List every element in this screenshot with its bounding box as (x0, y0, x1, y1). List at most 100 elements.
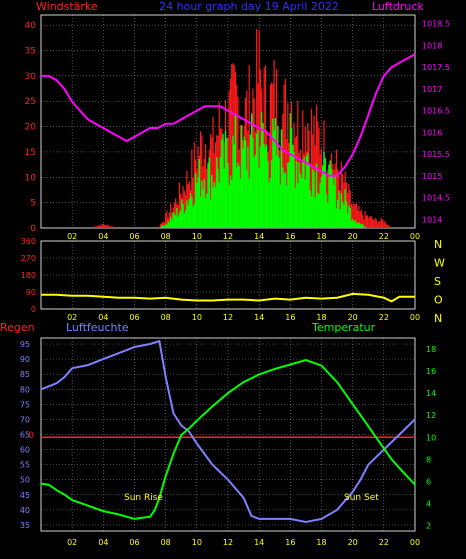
x-tick-label: 10 (192, 313, 202, 322)
humidity-tick-label: 40 (20, 506, 30, 515)
temperature-tick-label: 16 (426, 367, 436, 376)
x-tick-label: 02 (67, 232, 77, 241)
temperature-tick-label: 10 (426, 433, 436, 442)
x-tick-label: 00 (410, 538, 420, 547)
pressure-tick-label: 1014.5 (422, 194, 450, 203)
x-tick-label: 02 (67, 538, 77, 547)
x-tick-label: 18 (316, 538, 326, 547)
direction-tick-label: 0 (31, 305, 36, 314)
humidity-tick-label: 35 (20, 521, 30, 530)
direction-tick-label: 90 (26, 288, 36, 297)
direction-tick-label: 360 (21, 237, 36, 246)
humidity-tick-label: 45 (20, 491, 30, 500)
x-tick-label: 16 (285, 313, 295, 322)
pressure-series-line (41, 53, 416, 177)
humidity-tick-label: 70 (20, 415, 30, 424)
direction-line (41, 292, 415, 303)
humidity-tick-label: 60 (20, 446, 30, 455)
compass-label: N (434, 238, 442, 251)
temperature-tick-label: 8 (426, 455, 431, 464)
compass-label: W (434, 257, 445, 270)
pressure-tick-label: 1015.5 (422, 150, 450, 159)
x-tick-label: 04 (98, 313, 108, 322)
humidity-tick-label: 85 (20, 370, 30, 379)
wind-tick-label: 20 (25, 123, 37, 133)
x-tick-label: 12 (223, 313, 233, 322)
temperature-tick-label: 2 (426, 521, 431, 530)
direction-tick-label: 180 (21, 271, 36, 280)
pressure-tick-label: 1017 (422, 85, 442, 94)
wind-average-bars (159, 112, 366, 228)
direction-grid (41, 240, 416, 310)
humidity-series-line (40, 339, 416, 524)
wind-tick-label: 5 (30, 199, 36, 209)
compass-label: O (434, 294, 443, 307)
compass-label: N (434, 312, 442, 325)
x-tick-label: 18 (316, 313, 326, 322)
x-tick-label: 10 (192, 232, 202, 241)
x-tick-label: 20 (348, 313, 358, 322)
wind-tick-label: 0 (30, 224, 36, 234)
humidity-axis-title: Luftfeuchte (66, 321, 129, 334)
x-tick-label: 20 (348, 538, 358, 547)
x-tick-label: 18 (316, 232, 326, 241)
humidity-tick-label: 55 (20, 461, 30, 470)
wind-tick-label: 40 (25, 21, 37, 31)
humidity-tick-label: 80 (20, 385, 30, 394)
pressure-tick-label: 1017.5 (422, 63, 450, 72)
x-tick-label: 14 (254, 232, 264, 241)
wind-tick-label: 15 (25, 148, 36, 158)
humidity-tick-label: 95 (20, 340, 30, 349)
climate-lines (40, 339, 416, 524)
x-tick-label: 00 (410, 232, 420, 241)
humidity-tick-label: 50 (20, 476, 30, 485)
x-tick-label: 08 (161, 313, 171, 322)
pressure-tick-label: 1018.5 (422, 20, 450, 29)
pressure-tick-label: 1018 (422, 41, 442, 50)
pressure-line (41, 53, 416, 177)
direction-series-line (41, 292, 415, 303)
rain-axis-title: Regen (0, 321, 35, 334)
pressure-tick-label: 1015 (422, 172, 442, 181)
temperature-tick-label: 12 (426, 411, 436, 420)
x-tick-label: 06 (129, 313, 139, 322)
x-tick-label: 16 (285, 232, 295, 241)
temperature-tick-label: 14 (426, 389, 436, 398)
climate-tick-labels: 35 40 45 50 55 60 65 70 75 80 85 90 95 2 4 6 8 10 12 14 16 18… (20, 340, 436, 547)
x-tick-label: 16 (285, 538, 295, 547)
x-tick-label: 08 (161, 538, 171, 547)
x-tick-label: 04 (98, 232, 108, 241)
x-tick-label: 20 (348, 232, 358, 241)
wind-tick-label: 25 (25, 97, 36, 107)
climate-grid (41, 338, 416, 531)
x-tick-label: 12 (223, 232, 233, 241)
pressure-tick-label: 1016.5 (422, 107, 450, 116)
direction-tick-label: 270 (21, 254, 36, 263)
x-tick-label: 06 (129, 232, 139, 241)
pressure-axis-title: Luftdruck (372, 0, 424, 13)
x-tick-label: 10 (192, 538, 202, 547)
wind-tick-label: 30 (25, 72, 37, 82)
temperature-tick-label: 6 (426, 477, 431, 486)
humidity-tick-label: 75 (20, 400, 30, 409)
x-tick-label: 22 (379, 232, 389, 241)
wind-axis-title: Windstärke (36, 0, 98, 13)
compass-label: S (434, 275, 441, 288)
x-tick-label: 14 (254, 538, 264, 547)
pressure-tick-label: 1014 (422, 215, 442, 224)
x-tick-label: 04 (98, 538, 108, 547)
sun-set-label: Sun Set (344, 493, 379, 503)
x-tick-label: 08 (161, 232, 171, 241)
x-tick-label: 02 (67, 313, 77, 322)
x-tick-label: 12 (223, 538, 233, 547)
pressure-tick-label: 1016 (422, 128, 442, 137)
temperature-tick-label: 18 (426, 345, 436, 354)
humidity-tick-label: 65 (20, 431, 30, 440)
x-tick-label: 06 (129, 538, 139, 547)
x-tick-label: 00 (410, 313, 420, 322)
x-tick-label: 22 (379, 538, 389, 547)
sun-rise-label: Sun Rise (124, 493, 163, 503)
